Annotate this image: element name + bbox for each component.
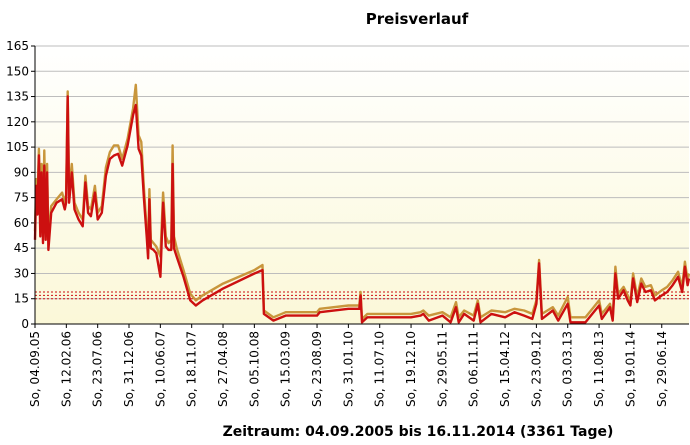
x-tick-label: So, 15.04.12 — [498, 331, 512, 407]
x-tick-label: So, 03.03.13 — [561, 331, 575, 407]
y-tick-label: 60 — [14, 216, 29, 230]
x-tick-label: So, 29.06.14 — [655, 331, 669, 407]
x-tick-label: So, 31.01.10 — [341, 331, 355, 407]
x-tick-label: So, 23.07.06 — [91, 331, 105, 407]
x-tick-label: So, 29.05.11 — [435, 331, 449, 407]
y-tick-label: 135 — [6, 90, 29, 104]
y-tick-label: 45 — [14, 241, 29, 255]
y-tick-label: 30 — [14, 266, 29, 280]
x-tick-label: So, 18.11.07 — [185, 331, 199, 407]
y-axis: 0 15 30 45 60 75 90 105 120 135 150 165 — [6, 39, 35, 331]
plot-area — [35, 46, 689, 324]
x-tick-label: So, 15.03.09 — [279, 331, 293, 407]
x-axis: So, 04.09.05 So, 12.02.06 So, 23.07.06 So, … — [28, 324, 669, 407]
x-tick-label: So, 11.07.10 — [373, 331, 387, 407]
series-group — [33, 83, 690, 324]
y-tick-label: 120 — [6, 115, 29, 129]
y-tick-label: 90 — [14, 165, 29, 179]
y-tick-label: 15 — [14, 292, 29, 306]
x-tick-label: So, 27.04.08 — [216, 331, 230, 407]
x-tick-label: So, 23.08.09 — [310, 331, 324, 407]
series-line-low — [33, 95, 690, 324]
x-tick-label: So, 04.09.05 — [28, 331, 42, 407]
x-tick-label: So, 10.06.07 — [153, 331, 167, 407]
x-tick-label: So, 12.02.06 — [59, 331, 73, 407]
y-tick-label: 165 — [6, 39, 29, 53]
x-tick-label: So, 05.10.08 — [247, 331, 261, 407]
x-tick-label: So, 19.01.14 — [623, 331, 637, 407]
y-tick-label: 75 — [14, 191, 29, 205]
x-tick-label: So, 23.09.12 — [529, 331, 543, 407]
x-tick-label: So, 11.08.13 — [592, 331, 606, 407]
chart-title: Preisverlauf — [366, 10, 469, 28]
x-tick-label: So, 19.12.10 — [404, 331, 418, 407]
y-tick-label: 105 — [6, 140, 29, 154]
y-tick-label: 0 — [21, 317, 29, 331]
x-tick-label: So, 31.12.06 — [122, 331, 136, 407]
chart-caption: Zeitraum: 04.09.2005 bis 16.11.2014 (336… — [223, 424, 614, 440]
reference-lines — [35, 291, 689, 300]
y-tick-label: 150 — [6, 64, 29, 78]
x-tick-label: So, 06.11.11 — [467, 331, 481, 407]
